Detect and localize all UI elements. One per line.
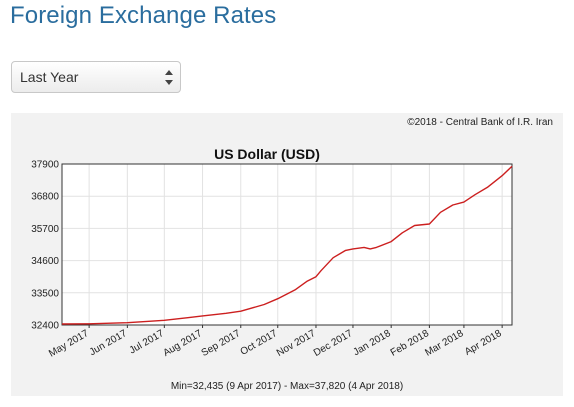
y-tick-label: 34600 <box>31 256 59 267</box>
y-tick-label: 35700 <box>31 224 59 235</box>
page-title: Foreign Exchange Rates <box>10 2 277 29</box>
y-tick-label: 33500 <box>31 288 59 299</box>
x-tick-label: Aug 2017 <box>161 328 204 359</box>
x-tick-label: Jul 2017 <box>128 328 167 357</box>
plot-area <box>62 164 512 325</box>
x-tick-label: Mar 2018 <box>423 328 465 359</box>
chart-panel: ©2018 - Central Bank of I.R. Iran 37900 3… <box>11 113 563 396</box>
x-tick-label: Jun 2017 <box>88 328 130 358</box>
period-select[interactable]: Last Year <box>11 61 181 93</box>
y-tick-label: 32400 <box>31 321 59 332</box>
y-tick-label: 36800 <box>31 192 59 203</box>
x-tick-label: Oct 2017 <box>239 328 280 358</box>
usd-rate-line <box>61 165 513 325</box>
y-tick-label: 37900 <box>31 160 59 171</box>
min-max-summary: Min=32,435 (9 Apr 2017) - Max=37,820 (4 … <box>170 381 404 392</box>
x-tick-label: Dec 2017 <box>312 328 355 359</box>
x-tick-label: Sep 2017 <box>200 328 243 359</box>
x-tick-label: May 2017 <box>47 328 91 360</box>
select-arrows-icon <box>165 70 173 85</box>
plot-border <box>61 163 513 326</box>
chart-title: US Dollar (USD) <box>214 146 320 162</box>
period-select-value: Last Year <box>20 69 79 85</box>
x-tick-label: Apr 2018 <box>463 328 504 358</box>
x-tick-label: Jan 2018 <box>352 328 394 358</box>
copyright-text: ©2018 - Central Bank of I.R. Iran <box>407 117 553 128</box>
x-tick-label: Nov 2017 <box>275 328 318 359</box>
x-tick-label: Feb 2018 <box>389 328 431 359</box>
